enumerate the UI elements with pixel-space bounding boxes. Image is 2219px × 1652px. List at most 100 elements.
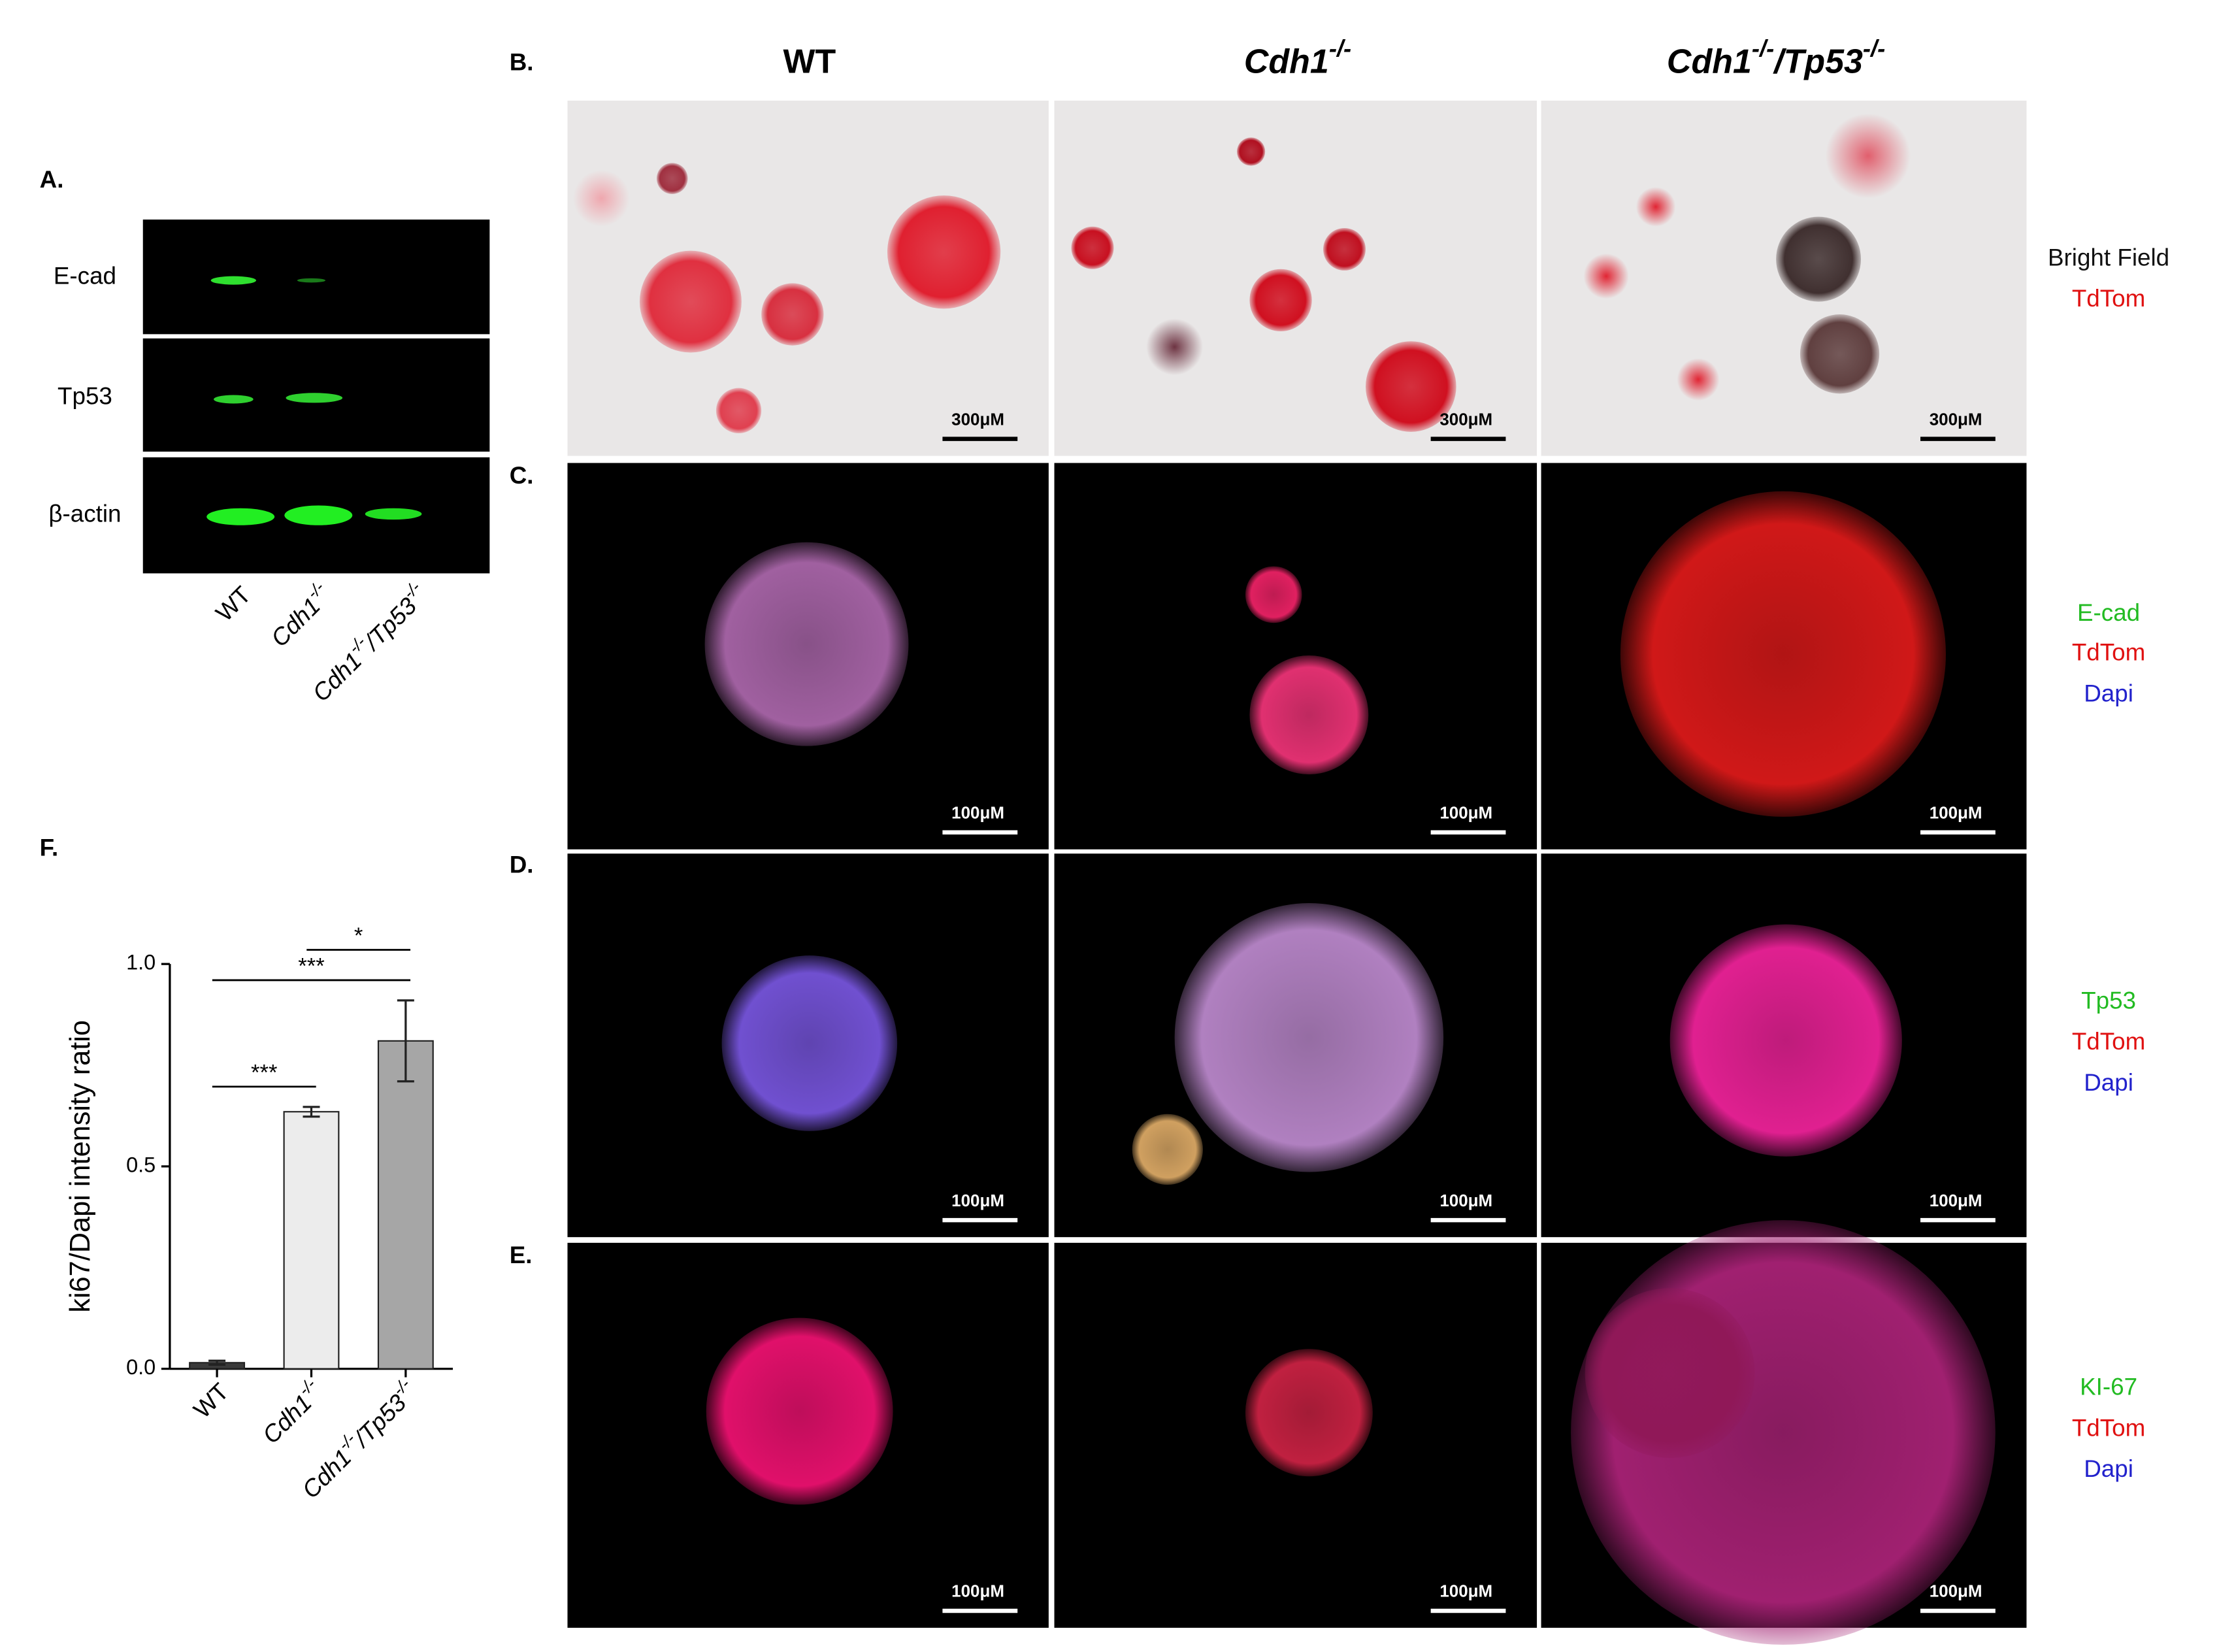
blot-band — [206, 508, 275, 525]
stain-label: E-cad — [2077, 599, 2140, 626]
y-axis-title: ki67/Dapi intensity ratio — [65, 1020, 96, 1313]
organoid — [1585, 1288, 1755, 1459]
stain-label: Tp53 — [2081, 987, 2136, 1014]
organoid — [761, 283, 824, 346]
significance-label: *** — [251, 1061, 277, 1085]
scale-bar-label: 100μM — [1930, 802, 1982, 822]
panel-label: C. — [510, 462, 534, 489]
panel-label: E. — [510, 1242, 533, 1268]
organoid — [1071, 226, 1114, 269]
x-tick-label: Cdh1-/-/Tp53-/- — [294, 1375, 422, 1503]
bar — [377, 1040, 434, 1370]
stain-label: Dapi — [2084, 1455, 2133, 1482]
organoid — [706, 1317, 893, 1505]
superscript: -/- — [1863, 35, 1885, 62]
blot-band — [297, 278, 326, 283]
organoid — [1245, 1349, 1373, 1477]
y-tick-label: 0.5 — [126, 1153, 156, 1176]
scale-bar-label: 100μM — [1930, 1581, 1982, 1601]
x-tick-label: WT — [188, 1378, 233, 1423]
genotype-part: WT — [783, 42, 836, 80]
lane-label: WT — [210, 581, 255, 626]
blot-label: E-cad — [54, 262, 116, 289]
organoid — [1146, 318, 1203, 376]
organoid — [704, 542, 909, 746]
organoid — [1800, 314, 1880, 394]
column-header: Cdh1-/- — [1244, 35, 1351, 81]
organoid — [1776, 216, 1862, 302]
blot-band — [214, 395, 254, 404]
organoid — [1249, 269, 1312, 332]
organoid — [1323, 227, 1366, 271]
blot-label: Tp53 — [58, 383, 112, 410]
blot-band — [286, 393, 343, 403]
y-tick-label: 1.0 — [126, 951, 156, 974]
scale-bar-label: 100μM — [1439, 802, 1492, 822]
scale-bar-label: 100μM — [1930, 1191, 1982, 1210]
blot-band — [284, 505, 353, 525]
organoid — [656, 163, 688, 194]
organoid — [887, 195, 1001, 309]
superscript: -/- — [1329, 35, 1351, 62]
organoid — [721, 955, 898, 1131]
significance-label: *** — [298, 954, 324, 979]
scale-bar-label: 100μM — [951, 1581, 1004, 1601]
genotype-part: Cdh1 — [1667, 42, 1752, 80]
panel-label: F. — [40, 834, 59, 861]
scale-bar-label: 100μM — [951, 802, 1004, 822]
scale-bar-label: 100μM — [1439, 1581, 1492, 1601]
organoid — [1825, 113, 1911, 199]
panel-label: D. — [510, 851, 534, 878]
organoid — [1620, 491, 1946, 817]
blot-label: β-actin — [48, 500, 121, 527]
stain-label: KI-67 — [2080, 1374, 2137, 1400]
organoid — [715, 388, 762, 433]
blot-band — [365, 508, 422, 520]
organoid — [1635, 187, 1676, 227]
scale-bar-label: 100μM — [1439, 1191, 1492, 1210]
organoid — [1245, 566, 1302, 623]
organoid — [1677, 358, 1720, 401]
scale-bar-label: 300μM — [1439, 409, 1492, 429]
stain-label: Bright Field — [2048, 244, 2169, 271]
stain-label: Dapi — [2084, 680, 2133, 706]
stain-label: TdTom — [2072, 285, 2145, 312]
superscript: -/- — [1752, 35, 1774, 62]
genotype-part: WT — [210, 581, 255, 626]
genotype-part: /Tp53 — [1773, 42, 1863, 80]
organoid — [639, 250, 742, 353]
organoid — [1174, 903, 1444, 1172]
column-header: Cdh1-/-/Tp53-/- — [1667, 35, 1885, 81]
blot-band — [210, 276, 257, 285]
organoid — [573, 170, 630, 227]
genotype-part: WT — [188, 1378, 233, 1423]
stain-label: TdTom — [2072, 1414, 2145, 1441]
panel-label: A. — [40, 166, 64, 193]
organoid — [1669, 924, 1902, 1157]
lane-label: Cdh1-/- — [263, 578, 337, 652]
scale-bar-label: 300μM — [1930, 409, 1982, 429]
y-tick-label: 0.0 — [126, 1355, 156, 1379]
bar — [283, 1111, 340, 1370]
lane-label: Cdh1-/-/Tp53-/- — [304, 578, 433, 706]
scale-bar-label: 100μM — [951, 1191, 1004, 1210]
organoid — [1132, 1114, 1203, 1185]
significance-label: * — [354, 923, 363, 948]
scale-bar-label: 300μM — [951, 409, 1004, 429]
stain-label: TdTom — [2072, 1028, 2145, 1055]
stain-label: TdTom — [2072, 639, 2145, 666]
x-tick-label: Cdh1-/- — [254, 1375, 328, 1449]
column-header: WT — [783, 42, 836, 80]
micrograph — [1054, 463, 1537, 850]
stain-label: Dapi — [2084, 1069, 2133, 1096]
organoid — [1366, 341, 1456, 432]
organoid — [1249, 655, 1369, 774]
organoid — [1236, 137, 1266, 166]
blot-panel — [142, 219, 490, 335]
genotype-part: Cdh1 — [1244, 42, 1329, 80]
panel-label: B. — [510, 48, 534, 75]
organoid — [1583, 253, 1629, 299]
